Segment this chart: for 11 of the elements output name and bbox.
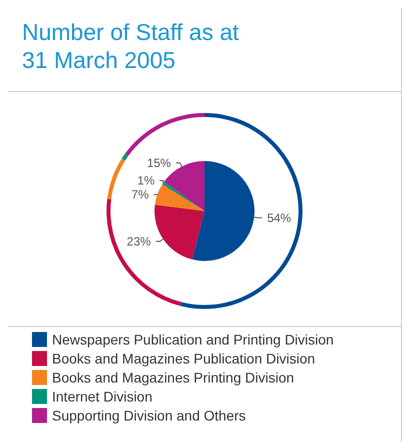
data-label: 7% [131, 188, 150, 202]
data-label: 54% [267, 210, 292, 225]
legend-label: Internet Division [52, 388, 152, 404]
chart-title: Number of Staff as at 31 March 2005 [8, 8, 401, 92]
legend-label: Supporting Division and Others [52, 408, 246, 424]
legend-label: Books and Magazines Publication Division [52, 350, 316, 366]
data-label: 15% [146, 156, 172, 170]
legend-label: Books and Magazines Printing Division [52, 370, 294, 386]
data-label: 1% [137, 174, 155, 188]
data-label: 23% [126, 234, 152, 248]
legend-label: Newspapers Publication and Printing Division [52, 332, 334, 348]
